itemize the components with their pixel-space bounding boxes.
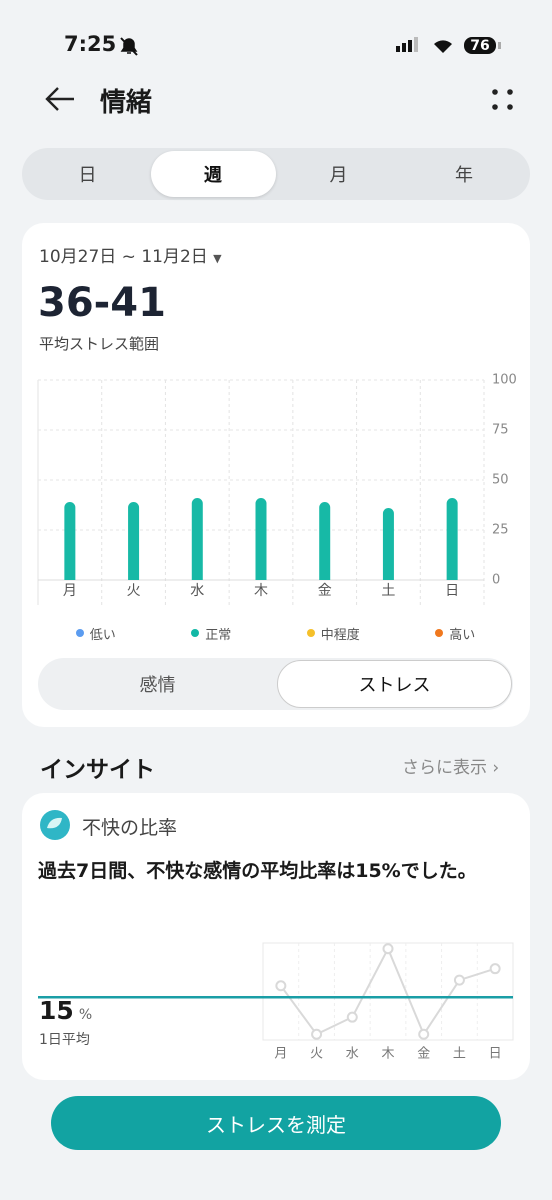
bar [255,498,267,580]
insight-text: 過去7日間、不快な感情の平均比率は15%でした。 [38,860,477,882]
x-tick-label: 金 [417,1047,430,1062]
legend-item: 正常 [191,622,231,644]
stress-range: 36-41 [38,280,166,326]
y-tick-label: 0 [492,573,500,588]
period-tab[interactable]: 月 [329,165,348,186]
legend-label: 中程度 [320,627,360,643]
point [346,1011,358,1023]
x-tick-label: 木 [254,583,268,599]
period-tabs: 日週月年 [22,148,530,200]
x-tick-label: 水 [190,583,204,599]
y-tick-label: 25 [492,523,509,538]
date-range-text: 10月27日 ~ 11月2日 [39,247,208,267]
legend-swatch [191,629,200,637]
legend-swatch [306,629,315,637]
average-unit: % [78,1007,93,1023]
x-tick-label: 月 [63,583,77,599]
x-tick-label: 木 [381,1047,394,1062]
x-tick-label: 水 [346,1047,359,1062]
point [418,1028,430,1040]
legend-label: 正常 [205,627,232,643]
x-tick-label: 金 [318,583,332,599]
bar [64,502,76,580]
page-title: 情緒 [100,88,153,118]
bar [446,498,458,580]
legend-label: 低い [89,627,116,643]
bar [382,508,394,580]
insight-icon [40,810,70,840]
y-tick-label: 50 [492,473,509,488]
legend-label: 高い [449,627,476,643]
y-tick-label: 100 [492,373,517,388]
period-tab[interactable]: 日 [78,165,97,186]
legend-item: 高い [435,622,475,644]
view-toggle: 感情 ストレス [38,658,513,710]
point [453,974,465,986]
x-tick-label: 土 [381,583,395,599]
x-tick-label: 日 [445,583,459,599]
date-range[interactable]: 10月27日 ~ 11月2日 ▼ [39,247,222,267]
insight-heading: インサイト [40,757,155,783]
toggle-option[interactable]: ストレス [277,660,512,708]
bar [191,498,203,580]
battery-level: 76 [470,38,489,54]
x-tick-label: 日 [489,1047,502,1062]
x-tick-label: 火 [310,1047,323,1062]
bar [128,502,140,580]
measure-button-text: ストレスを測定 [206,1112,346,1137]
point [489,963,501,975]
back-button[interactable] [42,84,78,114]
range-label: 平均ストレス範囲 [39,335,160,353]
x-tick-label: 土 [453,1047,466,1062]
average-number: 15 [39,996,74,1025]
bar [319,502,331,580]
insight-card [22,793,530,1080]
legend-swatch [435,629,444,637]
stress-card [22,223,530,727]
period-tab[interactable]: 年 [455,165,473,186]
see-more-text: さらに表示 [402,758,487,778]
insight-card-title: 不快の比率 [82,817,178,839]
measure-button[interactable]: ストレスを測定 [51,1096,501,1150]
average-value: 15 % [39,996,92,1025]
more-button[interactable] [488,86,518,116]
y-tick-label: 75 [492,423,509,438]
stress-chart: 0 25 50 75 100 月 火 水 木 金 土 日 [37,373,517,605]
period-tab[interactable]: 週 [150,151,276,197]
mute-icon [120,37,138,56]
point [311,1028,323,1040]
legend-swatch [75,629,84,637]
toggle-option[interactable]: 感情 [139,675,176,696]
legend-item: 中程度 [306,622,360,644]
x-tick-label: 火 [127,583,141,599]
chart-frame [262,942,514,1041]
status-time: 7:25 [64,32,117,56]
point [382,943,394,955]
legend: 低い 正常 中程度 高い [38,622,513,644]
point [275,980,287,992]
discomfort-chart: 月火水木金土日 [38,942,514,1062]
status-icons: 76 [396,37,501,54]
x-tick-label: 月 [274,1047,287,1062]
see-more[interactable]: さらに表示 › [402,758,500,778]
legend-item: 低い [75,622,116,644]
line [280,946,496,1037]
average-label: 1日平均 [39,1032,90,1048]
